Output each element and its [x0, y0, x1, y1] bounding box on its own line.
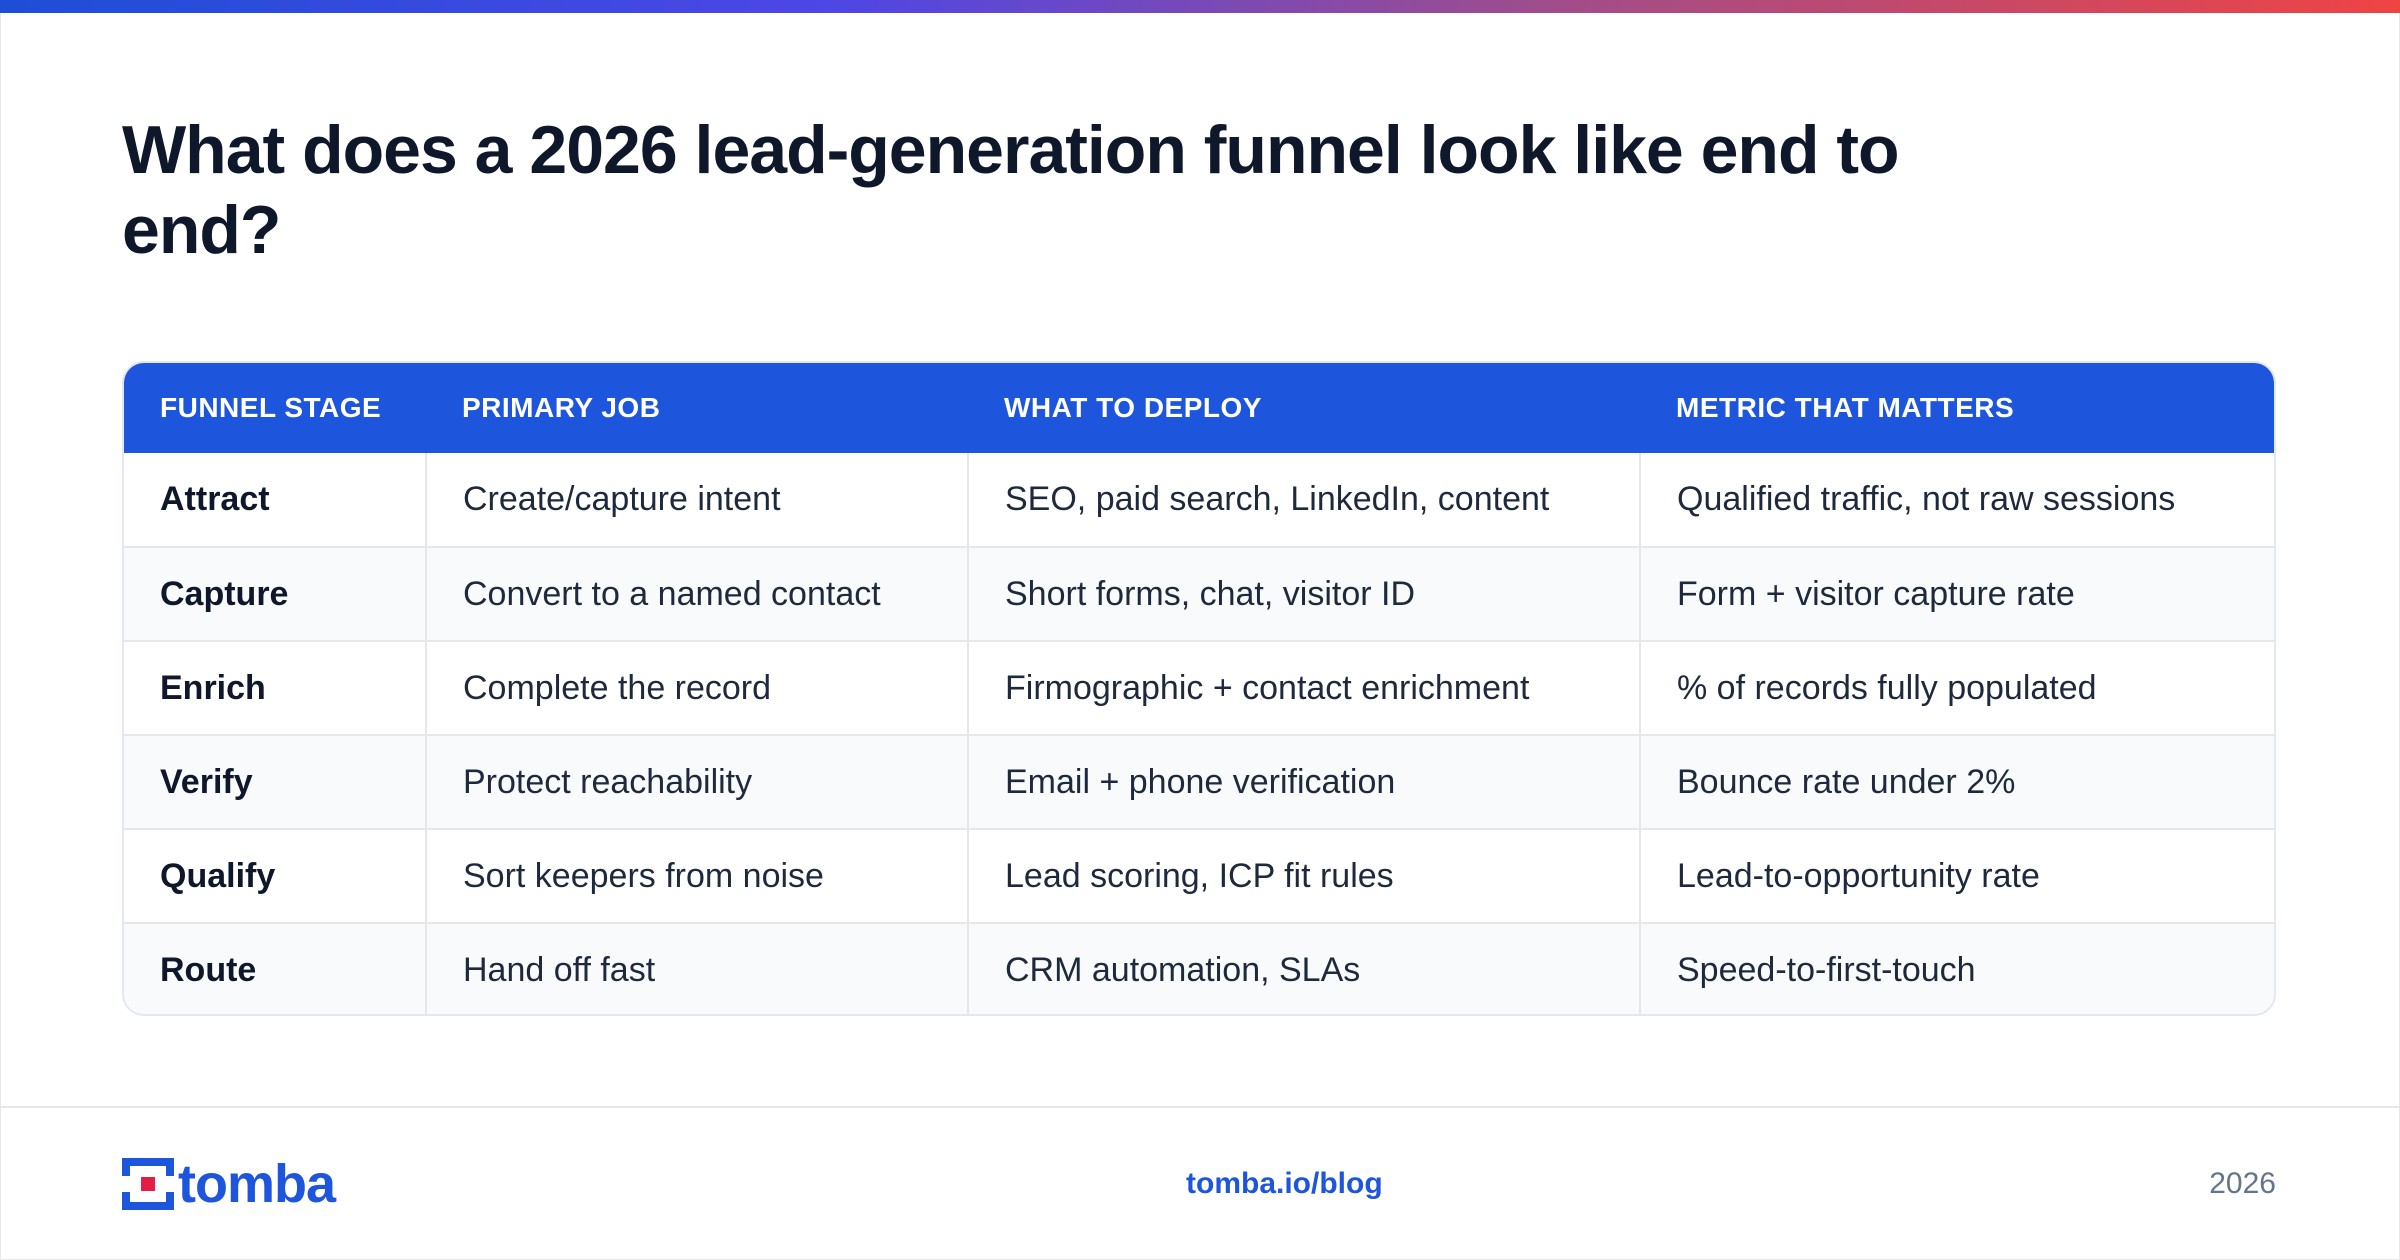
- stage-cell: Attract: [160, 480, 270, 518]
- metric-cell: Speed-to-first-touch: [1639, 922, 2274, 1014]
- header-metric: METRIC THAT MATTERS: [1676, 392, 2015, 423]
- tomba-logo[interactable]: tomba: [122, 1154, 336, 1214]
- page-title: What does a 2026 lead-generation funnel …: [122, 112, 1900, 268]
- footer-divider: [0, 1106, 2400, 1108]
- stage-cell: Verify: [124, 734, 426, 829]
- stage-cell: Route: [124, 922, 426, 1014]
- deploy-cell: Short forms, chat, visitor ID: [967, 546, 1640, 641]
- job-cell: Complete the record: [425, 640, 968, 735]
- deploy-cell: CRM automation, SLAs: [967, 922, 1640, 1014]
- stage-cell: Capture: [124, 546, 426, 641]
- header-what-to-deploy: WHAT TO DEPLOY: [1004, 392, 1262, 423]
- deploy-cell: Firmographic + contact enrichment: [967, 640, 1640, 735]
- job-cell: Hand off fast: [425, 922, 968, 1014]
- footer-year: 2026: [2209, 1167, 2276, 1200]
- job-cell: Sort keepers from noise: [425, 828, 968, 923]
- header-funnel-stage: FUNNEL STAGE: [160, 392, 382, 423]
- blog-link[interactable]: tomba.io/blog: [1186, 1167, 1383, 1200]
- stage-cell: Qualify: [124, 828, 426, 923]
- stage-cell: Enrich: [124, 640, 426, 735]
- deploy-cell: SEO, paid search, LinkedIn, content: [967, 453, 1640, 547]
- header-primary-job: PRIMARY JOB: [462, 392, 661, 423]
- metric-cell: Bounce rate under 2%: [1639, 734, 2274, 829]
- job-cell: Convert to a named contact: [425, 546, 968, 641]
- metric-cell: Qualified traffic, not raw sessions: [1639, 453, 2274, 547]
- deploy-cell: Email + phone verification: [967, 734, 1640, 829]
- metric-cell: Lead-to-opportunity rate: [1639, 828, 2274, 923]
- table-row: Qualify Sort keepers from noise Lead sco…: [124, 828, 2274, 923]
- job-cell: Protect reachability: [425, 734, 968, 829]
- table-header-row: FUNNEL STAGE PRIMARY JOB WHAT TO DEPLOY …: [124, 363, 2274, 453]
- table-row: Capture Convert to a named contact Short…: [124, 546, 2274, 641]
- job-cell: Create/capture intent: [425, 453, 968, 547]
- table-row: Verify Protect reachability Email + phon…: [124, 734, 2274, 829]
- deploy-cell: Lead scoring, ICP fit rules: [967, 828, 1640, 923]
- accent-gradient-bar: [0, 0, 2400, 13]
- logo-wordmark: tomba: [178, 1154, 336, 1214]
- table-row: Route Hand off fast CRM automation, SLAs…: [124, 922, 2274, 1014]
- table-row: Attract Create/capture intent SEO, paid …: [124, 453, 2274, 547]
- table-row: Enrich Complete the record Firmographic …: [124, 640, 2274, 735]
- funnel-table: FUNNEL STAGE PRIMARY JOB WHAT TO DEPLOY …: [122, 361, 2276, 1016]
- tomba-logo-icon: [122, 1158, 174, 1210]
- metric-cell: % of records fully populated: [1639, 640, 2274, 735]
- metric-cell: Form + visitor capture rate: [1639, 546, 2274, 641]
